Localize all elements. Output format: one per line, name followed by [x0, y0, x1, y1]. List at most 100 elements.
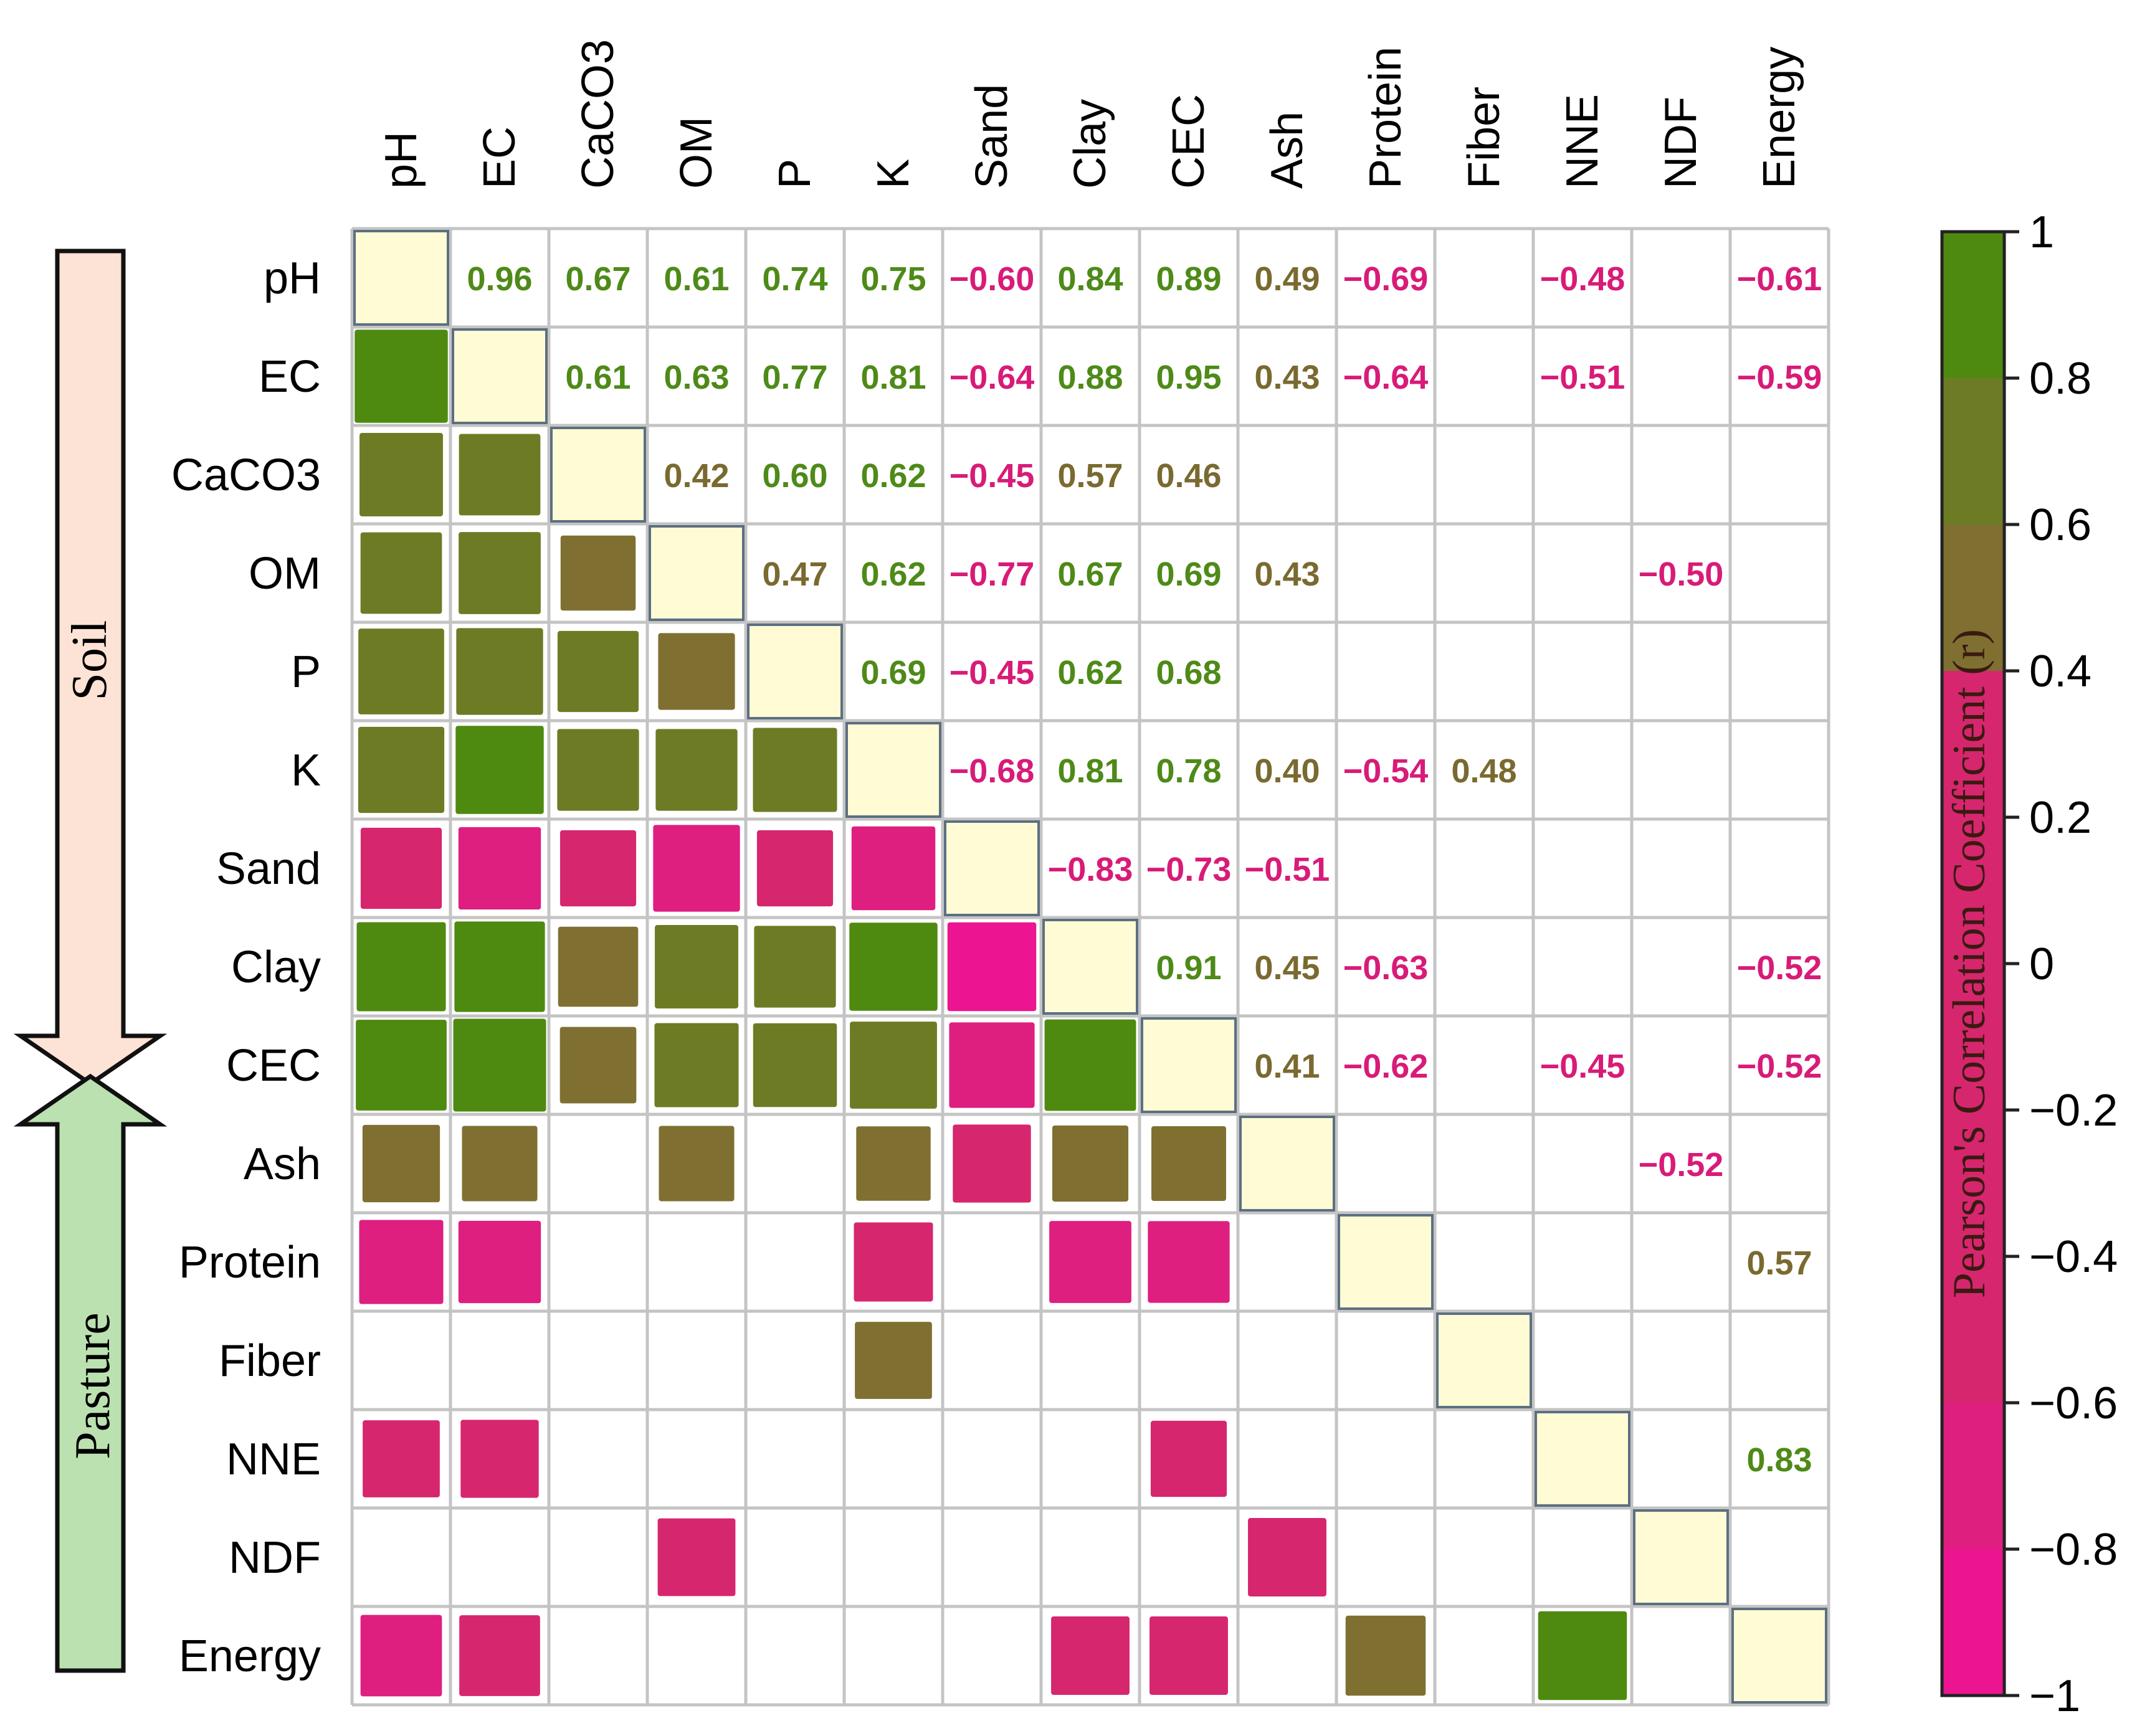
corr-value-ec-sand: −0.64	[950, 359, 1035, 396]
colorbar-tick-label: 0.2	[2029, 793, 2092, 843]
colorbar-ticks: 1 0.8 0.6 0.4 0.2 0 −0.2 −0.4 −0.6 −0.8 −1	[2004, 207, 2118, 1721]
corr-value-clay-cec: 0.91	[1156, 949, 1221, 987]
corr-square-p-ec	[456, 628, 543, 715]
corr-value-ph-clay: 0.84	[1057, 260, 1123, 298]
diagonal-cell-energy	[1731, 1608, 1827, 1704]
corr-square-cec-clay	[1044, 1019, 1136, 1111]
corr-value-ph-energy: −0.61	[1737, 260, 1822, 298]
corr-square-p-caco3	[557, 630, 639, 713]
corr-square-ash-clay	[1052, 1125, 1129, 1202]
soil-group-marker: Soil	[13, 249, 168, 1087]
corr-value-k-fiber: 0.48	[1451, 752, 1516, 790]
corr-value-caco3-om: 0.42	[664, 457, 729, 495]
corr-square-clay-caco3	[558, 926, 639, 1007]
corr-square-energy-cec	[1149, 1616, 1228, 1695]
corr-value-ec-cec: 0.95	[1156, 359, 1221, 396]
corr-square-om-caco3	[560, 535, 636, 611]
corr-square-cec-caco3	[559, 1027, 637, 1104]
column-label-cec: CEC	[1164, 94, 1214, 189]
column-label-ec: EC	[475, 126, 525, 189]
colorbar-band	[1942, 378, 2004, 524]
colorbar-tick-label: −0.2	[2029, 1086, 2118, 1136]
corr-square-nne-ph	[363, 1420, 440, 1497]
corr-square-k-ec	[455, 726, 544, 814]
colorbar-band	[1942, 1549, 2004, 1696]
column-label-ph: pH	[376, 131, 426, 189]
corr-square-clay-ec	[454, 921, 545, 1012]
corr-value-om-clay: 0.67	[1057, 556, 1123, 593]
corr-value-ec-om: 0.63	[664, 359, 729, 396]
corr-square-nne-cec	[1150, 1420, 1227, 1497]
corr-value-om-ash: 0.43	[1254, 556, 1320, 593]
colorbar-tick-label: 0.8	[2029, 354, 2092, 404]
pasture-group-label: Pasture	[65, 1312, 120, 1459]
diagonal-cell-ec	[452, 328, 548, 424]
corr-square-cec-ph	[356, 1020, 447, 1111]
diagonal-cell-protein	[1338, 1214, 1434, 1310]
corr-square-energy-protein	[1345, 1615, 1426, 1696]
diagonal-cell-ndf	[1633, 1509, 1729, 1605]
corr-value-p-clay: 0.62	[1057, 654, 1123, 691]
cell-layer: 0.96 0.67 0.61 0.74 0.75 −0.60 0.84 0.89 0.49 −0.…	[353, 230, 1827, 1704]
column-label-caco3: CaCO3	[573, 39, 623, 189]
colorbar-band	[1942, 1403, 2004, 1549]
corr-square-k-p	[753, 728, 837, 812]
corr-value-om-cec: 0.69	[1156, 556, 1221, 593]
corr-value-k-cec: 0.78	[1156, 752, 1221, 790]
corr-value-ph-nne: −0.48	[1540, 260, 1625, 298]
corr-value-ec-k: 0.81	[860, 359, 926, 396]
corr-square-fiber-k	[855, 1322, 932, 1399]
corr-value-ec-clay: 0.88	[1057, 359, 1123, 396]
colorbar-tick-label: −0.4	[2029, 1232, 2118, 1282]
corr-square-clay-k	[849, 923, 938, 1011]
corr-square-ash-ec	[462, 1126, 538, 1202]
corr-value-ec-caco3: 0.61	[565, 359, 631, 396]
corr-value-caco3-cec: 0.46	[1156, 457, 1221, 495]
colorbar: 1 0.8 0.6 0.4 0.2 0 −0.2 −0.4 −0.6 −0.8 −1 Pearson…	[1940, 207, 2118, 1721]
corr-value-k-clay: 0.81	[1057, 752, 1123, 790]
corr-value-ash-ndf: −0.52	[1639, 1146, 1724, 1183]
row-label-ph: pH	[264, 254, 321, 303]
corr-value-ec-nne: −0.51	[1540, 359, 1625, 396]
corr-value-p-cec: 0.68	[1156, 654, 1221, 691]
corr-value-ph-sand: −0.60	[950, 260, 1035, 298]
diagonal-cell-clay	[1042, 919, 1138, 1015]
corr-square-k-caco3	[557, 729, 639, 811]
colorbar-band	[1942, 671, 2004, 1403]
column-label-ash: Ash	[1262, 111, 1312, 189]
diagonal-cell-ash	[1239, 1116, 1335, 1212]
row-label-fiber: Fiber	[219, 1336, 321, 1386]
row-label-ec: EC	[259, 352, 321, 402]
corr-square-nne-ec	[460, 1420, 539, 1498]
corr-square-ndf-ash	[1248, 1518, 1326, 1596]
corr-square-om-ph	[360, 532, 442, 614]
corr-value-ph-ash: 0.49	[1254, 260, 1320, 298]
corr-square-sand-k	[851, 826, 936, 911]
corr-square-protein-clay	[1049, 1221, 1131, 1303]
corr-square-cec-k	[850, 1022, 937, 1109]
corr-value-caco3-p: 0.60	[762, 457, 827, 495]
corr-value-ph-om: 0.61	[664, 260, 729, 298]
corr-square-ash-sand	[953, 1124, 1031, 1203]
corr-value-k-protein: −0.54	[1343, 752, 1429, 790]
corr-value-caco3-sand: −0.45	[950, 457, 1035, 495]
corr-value-om-k: 0.62	[860, 556, 926, 593]
corr-value-ph-ec: 0.96	[467, 260, 532, 298]
column-label-p: P	[770, 159, 820, 189]
corr-square-caco3-ph	[359, 433, 443, 516]
corr-value-cec-nne: −0.45	[1540, 1048, 1625, 1085]
corr-value-om-p: 0.47	[762, 556, 827, 593]
corr-value-ph-cec: 0.89	[1156, 260, 1221, 298]
corr-square-clay-sand	[947, 922, 1037, 1012]
corr-value-cec-protein: −0.62	[1343, 1048, 1429, 1085]
corr-value-protein-energy: 0.57	[1746, 1245, 1812, 1282]
corr-square-p-om	[658, 633, 735, 710]
corr-square-k-om	[655, 729, 738, 811]
soil-group-label: Soil	[62, 620, 117, 701]
corr-square-cec-sand	[949, 1022, 1035, 1108]
colorbar-band	[1942, 232, 2004, 378]
corr-value-clay-protein: −0.63	[1343, 949, 1429, 987]
corr-square-sand-caco3	[559, 830, 637, 907]
grid	[350, 227, 1830, 1707]
